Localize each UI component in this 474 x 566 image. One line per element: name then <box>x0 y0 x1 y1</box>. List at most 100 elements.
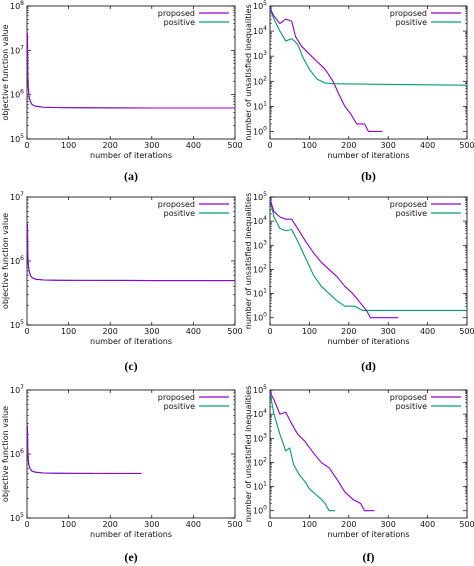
chart-panel-d: 0 100 200 300 400 500100101102103104105number… <box>244 191 474 373</box>
legend-label-positive: positive <box>164 402 195 411</box>
x-tick-label: 300 <box>381 327 396 336</box>
y-tick-label: 100 <box>253 312 267 323</box>
legend-label-proposed: proposed <box>158 393 195 402</box>
y-tick-label: 106 <box>10 89 24 100</box>
x-tick-label: 400 <box>186 520 201 529</box>
x-tick-label: 200 <box>103 327 118 336</box>
legend-label-proposed: proposed <box>158 200 195 209</box>
x-axis-label: number of iterations <box>90 151 172 160</box>
y-tick-label: 100 <box>253 125 267 136</box>
y-tick-label: 105 <box>253 191 267 202</box>
legend-label-proposed: proposed <box>390 9 427 18</box>
y-tick-label: 102 <box>253 75 267 86</box>
x-tick-label: 200 <box>103 520 118 529</box>
x-tick-label: 500 <box>227 327 242 336</box>
panel-label: (e) <box>124 550 137 564</box>
y-axis-label: number of unsatisfied inequalities <box>244 386 253 523</box>
series-line-proposed <box>26 425 142 474</box>
x-tick-label: 100 <box>302 141 317 150</box>
x-tick-label: 200 <box>341 520 356 529</box>
series-line-positive <box>26 32 235 109</box>
y-tick-label: 108 <box>10 0 24 11</box>
plot-frame <box>26 5 236 140</box>
x-tick-label: 200 <box>103 141 118 150</box>
panel-label: (b) <box>361 169 376 183</box>
x-tick-label: 400 <box>186 141 201 150</box>
y-tick-label: 107 <box>10 191 24 202</box>
y-tick-label: 101 <box>253 481 267 492</box>
y-tick-label: 106 <box>10 448 24 459</box>
x-tick-label: 400 <box>420 141 435 150</box>
series-line-proposed <box>26 32 235 109</box>
legend-label-proposed: proposed <box>390 393 427 402</box>
x-axis-label: number of iterations <box>90 530 172 539</box>
legend-label-positive: positive <box>396 209 427 218</box>
y-axis-label: objective function value <box>1 213 10 309</box>
y-axis-label: objective function value <box>1 406 10 502</box>
panel-label: (f) <box>363 550 375 564</box>
chart-panel-e: 0 100 200 300 400 500 105 106 107 number of itera… <box>1 384 243 564</box>
panel-label: (d) <box>361 359 376 373</box>
y-axis-label: number of unsatisfied inequalities <box>244 193 253 330</box>
series-line-positive <box>269 199 467 312</box>
series-line-proposed <box>269 8 383 132</box>
y-tick-label: 100 <box>253 505 267 516</box>
x-axis-label: number of iterations <box>328 151 410 160</box>
y-tick-label: 101 <box>253 288 267 299</box>
x-tick-label: 500 <box>459 327 474 336</box>
x-axis-label: number of iterations <box>90 337 172 346</box>
x-tick-label: 0 <box>24 327 29 336</box>
x-tick-label: 500 <box>227 520 242 529</box>
x-tick-label: 400 <box>420 327 435 336</box>
y-tick-label: 105 <box>10 512 24 523</box>
x-tick-label: 500 <box>459 141 474 150</box>
y-tick-label: 102 <box>253 456 267 467</box>
series-line-positive <box>26 425 94 474</box>
plot-frame <box>269 196 468 326</box>
x-tick-label: 300 <box>381 141 396 150</box>
panel-label: (c) <box>124 359 137 373</box>
x-tick-label: 0 <box>24 141 29 150</box>
chart-panel-f: 0 100 200 300 400 500100101102103104105number… <box>244 384 474 564</box>
x-tick-label: 400 <box>186 327 201 336</box>
x-tick-label: 100 <box>302 520 317 529</box>
series-line-proposed <box>269 199 399 319</box>
x-tick-label: 300 <box>381 520 396 529</box>
series-line-positive <box>269 392 336 512</box>
y-tick-label: 103 <box>253 239 267 250</box>
y-tick-label: 104 <box>253 25 267 36</box>
chart-panel-a: 0 100 200 300 400 500 105 106 107 108 number of it… <box>1 0 243 183</box>
x-tick-label: 100 <box>302 327 317 336</box>
y-tick-label: 105 <box>253 0 267 11</box>
series-line-proposed <box>26 223 235 282</box>
y-tick-label: 105 <box>253 384 267 395</box>
y-tick-label: 107 <box>10 44 24 55</box>
plot-frame <box>269 389 468 519</box>
chart-panel-c: 0 100 200 300 400 500 105 106 107 number of itera… <box>1 191 243 373</box>
legend-label-positive: positive <box>396 18 427 27</box>
legend-label-positive: positive <box>396 402 427 411</box>
y-tick-label: 106 <box>10 255 24 266</box>
x-tick-label: 400 <box>420 520 435 529</box>
plot-frame <box>26 196 236 326</box>
x-tick-label: 200 <box>341 327 356 336</box>
x-tick-label: 500 <box>227 141 242 150</box>
plot-frame <box>26 389 236 519</box>
x-tick-label: 100 <box>61 327 76 336</box>
series-line-proposed <box>269 392 375 512</box>
legend-label-positive: positive <box>164 18 195 27</box>
series-line-positive <box>269 8 468 86</box>
x-tick-label: 100 <box>61 520 76 529</box>
y-axis-label: number of unsatisfied inequalities <box>244 4 253 141</box>
legend-label-proposed: proposed <box>390 200 427 209</box>
x-tick-label: 0 <box>24 520 29 529</box>
legend-label-proposed: proposed <box>158 9 195 18</box>
x-tick-label: 100 <box>61 141 76 150</box>
series-line-positive <box>26 223 235 282</box>
y-tick-label: 101 <box>253 100 267 111</box>
x-tick-label: 0 <box>267 327 272 336</box>
y-tick-label: 105 <box>10 319 24 330</box>
x-axis-label: number of iterations <box>328 337 410 346</box>
y-tick-label: 104 <box>253 408 267 419</box>
